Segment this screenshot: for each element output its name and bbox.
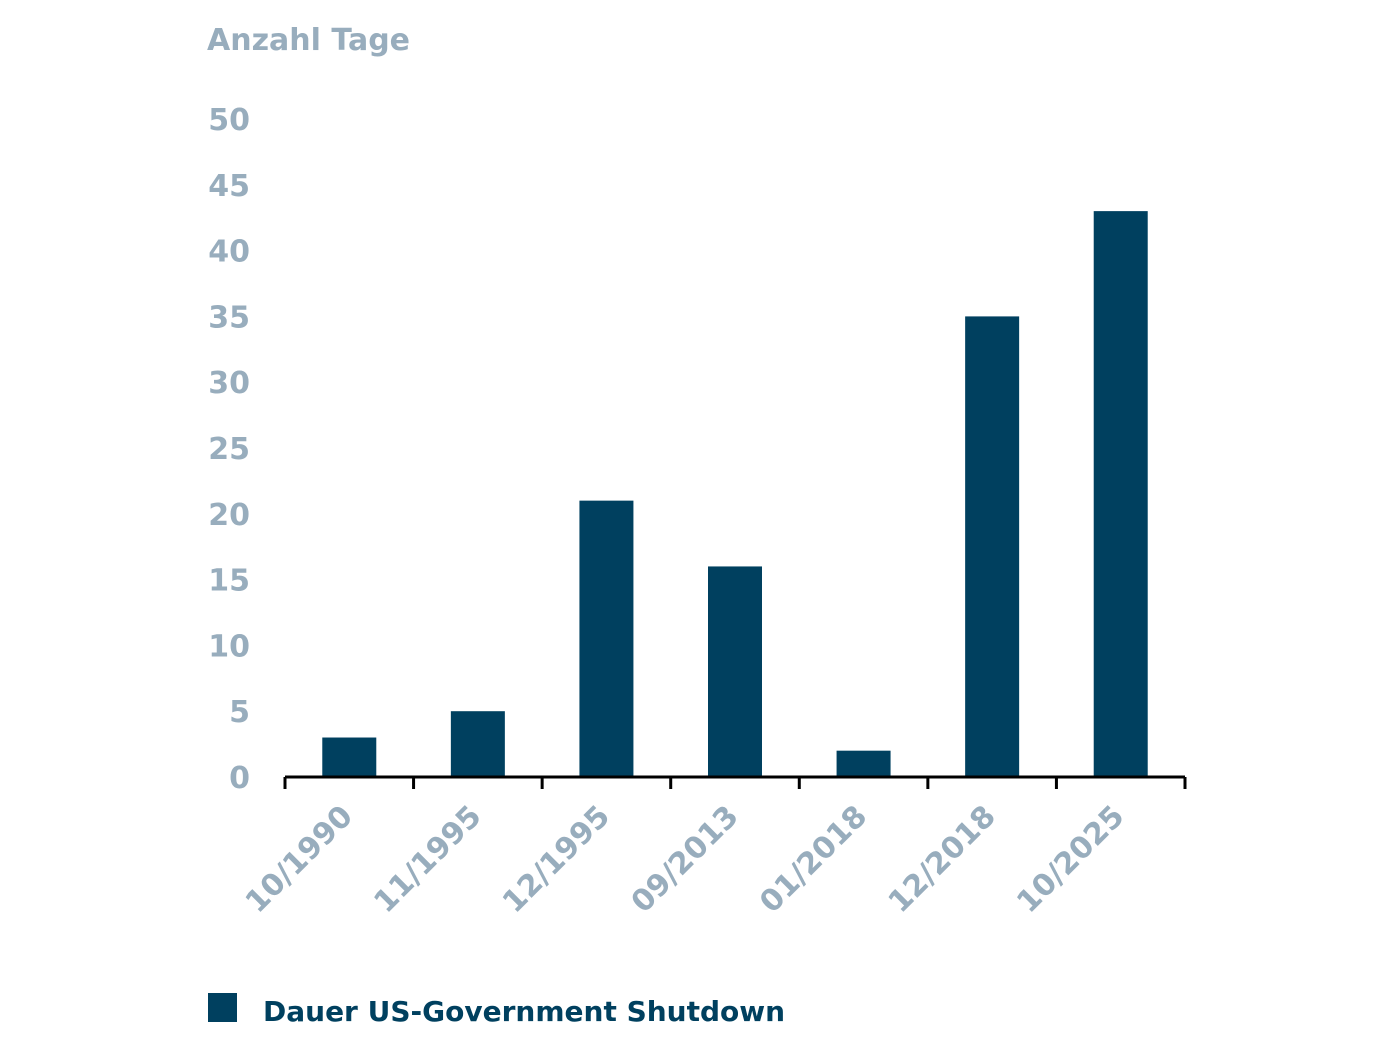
bar-09/2013: [708, 566, 762, 777]
bar-10/2025: [1093, 211, 1148, 777]
y-tick-label: 50: [208, 103, 250, 138]
y-tick-label: 15: [208, 564, 250, 599]
x-tick-label: 01/2018: [753, 799, 874, 920]
bar-01/2018: [836, 750, 891, 777]
bar-11/1995: [450, 711, 505, 777]
bar-12/1995: [579, 500, 634, 777]
bar-10/1990: [322, 737, 377, 777]
y-tick-label: 5: [229, 695, 250, 730]
y-axis-label: Anzahl Tage: [207, 23, 410, 58]
y-tick-label: 10: [208, 629, 250, 664]
y-tick-label: 45: [208, 169, 250, 204]
x-tick-label: 11/1995: [367, 799, 488, 920]
y-tick-label: 20: [208, 498, 250, 533]
legend-swatch: [208, 993, 237, 1022]
x-tick-label: 10/2025: [1010, 799, 1131, 920]
x-tick-label: 12/1995: [496, 799, 617, 920]
y-tick-label: 0: [229, 761, 250, 796]
x-tick-label: 12/2018: [882, 799, 1003, 920]
y-tick-label: 40: [208, 235, 250, 270]
y-tick-label: 30: [208, 366, 250, 401]
x-tick-label: 10/1990: [239, 799, 360, 920]
y-tick-label: 25: [208, 432, 250, 467]
x-tick-label: 09/2013: [625, 799, 746, 920]
bar-12/2018: [965, 316, 1020, 777]
legend-label: Dauer US-Government Shutdown: [263, 995, 785, 1028]
y-tick-label: 35: [208, 300, 250, 335]
